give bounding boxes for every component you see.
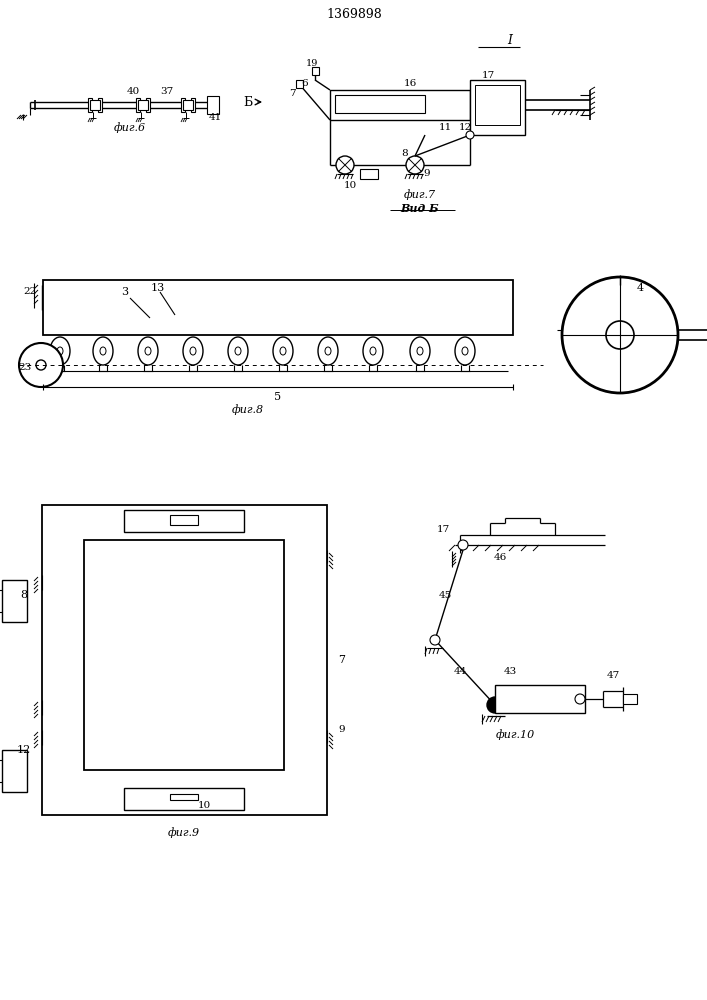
Text: 10: 10 (344, 180, 356, 190)
Circle shape (575, 694, 585, 704)
Text: 19: 19 (306, 58, 318, 68)
Ellipse shape (363, 337, 383, 365)
Ellipse shape (462, 347, 468, 355)
Ellipse shape (138, 337, 158, 365)
Text: фиг.9: фиг.9 (168, 828, 200, 838)
Ellipse shape (370, 347, 376, 355)
Bar (146, 98, 150, 112)
Circle shape (562, 277, 678, 393)
Ellipse shape (100, 347, 106, 355)
Text: 43: 43 (503, 668, 517, 676)
Text: 1369898: 1369898 (326, 8, 382, 21)
Text: 4: 4 (636, 283, 643, 293)
Ellipse shape (325, 347, 331, 355)
Ellipse shape (280, 347, 286, 355)
Bar (43, 280, 513, 335)
Bar (312, 67, 319, 75)
Ellipse shape (228, 337, 248, 365)
Text: 45: 45 (438, 590, 452, 599)
Circle shape (458, 540, 468, 550)
Text: фиг.7: фиг.7 (404, 190, 436, 200)
Text: 46: 46 (493, 554, 507, 562)
Text: фиг.8: фиг.8 (232, 405, 264, 415)
Bar (207, 96, 219, 114)
Circle shape (606, 321, 634, 349)
Ellipse shape (417, 347, 423, 355)
Text: 3: 3 (122, 287, 129, 297)
Text: 11: 11 (438, 123, 452, 132)
Bar (124, 510, 244, 532)
Bar (623, 694, 637, 704)
Ellipse shape (57, 347, 63, 355)
Ellipse shape (50, 337, 70, 365)
Text: 6: 6 (302, 79, 308, 88)
Circle shape (336, 156, 354, 174)
Bar (181, 98, 185, 112)
Ellipse shape (145, 347, 151, 355)
Bar (495, 685, 585, 713)
Text: 9: 9 (423, 168, 431, 178)
Ellipse shape (93, 337, 113, 365)
Text: 12: 12 (17, 745, 31, 755)
Text: 9: 9 (339, 726, 345, 734)
Text: I: I (508, 33, 513, 46)
Text: 7: 7 (339, 655, 346, 665)
Circle shape (406, 156, 424, 174)
Bar (335, 95, 425, 113)
Text: 22: 22 (23, 288, 37, 296)
Bar (98, 98, 102, 112)
Bar (470, 80, 525, 135)
Bar (2, 580, 27, 622)
Text: 12: 12 (458, 123, 472, 132)
Bar (42, 505, 327, 815)
Text: Б: Б (243, 96, 252, 108)
Bar (136, 98, 140, 112)
Bar (84, 540, 284, 770)
Ellipse shape (318, 337, 338, 365)
Circle shape (430, 635, 440, 645)
Circle shape (19, 343, 63, 387)
Ellipse shape (273, 337, 293, 365)
Bar (138, 100, 148, 110)
Text: 17: 17 (481, 70, 495, 80)
Text: 17: 17 (436, 526, 450, 534)
Text: фиг.10: фиг.10 (496, 730, 534, 740)
Bar (2, 750, 27, 792)
Circle shape (466, 131, 474, 139)
Text: 7: 7 (288, 89, 296, 98)
Bar (330, 90, 470, 120)
Text: 8: 8 (402, 148, 409, 157)
Text: 23: 23 (18, 362, 32, 371)
Ellipse shape (190, 347, 196, 355)
Text: 41: 41 (209, 113, 221, 122)
Text: 13: 13 (151, 283, 165, 293)
Ellipse shape (455, 337, 475, 365)
Ellipse shape (410, 337, 430, 365)
Bar (296, 80, 303, 88)
Circle shape (487, 697, 503, 713)
Ellipse shape (235, 347, 241, 355)
Bar (360, 169, 378, 179)
Text: 16: 16 (404, 79, 416, 88)
Text: 37: 37 (160, 87, 174, 96)
Bar (183, 100, 193, 110)
Text: 10: 10 (197, 800, 211, 810)
Text: 5: 5 (274, 392, 281, 402)
Text: 8: 8 (21, 590, 28, 600)
Bar (170, 515, 198, 525)
Bar (475, 85, 520, 125)
Text: 44: 44 (453, 668, 467, 676)
Text: 47: 47 (607, 670, 619, 680)
Circle shape (36, 360, 46, 370)
Text: 40: 40 (127, 87, 139, 96)
Text: Вид Б: Вид Б (401, 202, 439, 214)
Bar (170, 794, 198, 800)
Bar (88, 98, 92, 112)
Ellipse shape (183, 337, 203, 365)
Text: фиг.6: фиг.6 (114, 123, 146, 133)
Bar (90, 100, 100, 110)
Bar (124, 788, 244, 810)
Bar (191, 98, 195, 112)
